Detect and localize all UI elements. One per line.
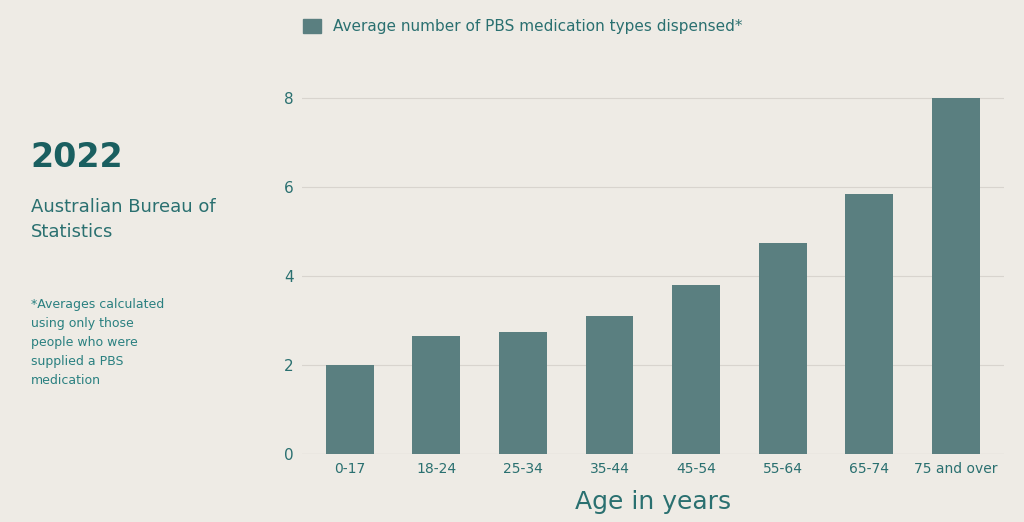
Bar <box>932 98 980 454</box>
Bar <box>413 336 460 454</box>
Text: Australian Bureau of
Statistics: Australian Bureau of Statistics <box>31 198 215 241</box>
Bar <box>586 316 633 454</box>
Legend: Average number of PBS medication types dispensed*: Average number of PBS medication types d… <box>303 19 742 34</box>
Bar <box>846 194 893 454</box>
Bar <box>326 365 374 454</box>
Bar <box>673 285 720 454</box>
Text: 2022: 2022 <box>31 141 123 174</box>
Text: *Averages calculated
using only those
people who were
supplied a PBS
medication: *Averages calculated using only those pe… <box>31 298 164 386</box>
Bar <box>759 243 807 454</box>
X-axis label: Age in years: Age in years <box>574 490 731 514</box>
Bar <box>499 332 547 454</box>
